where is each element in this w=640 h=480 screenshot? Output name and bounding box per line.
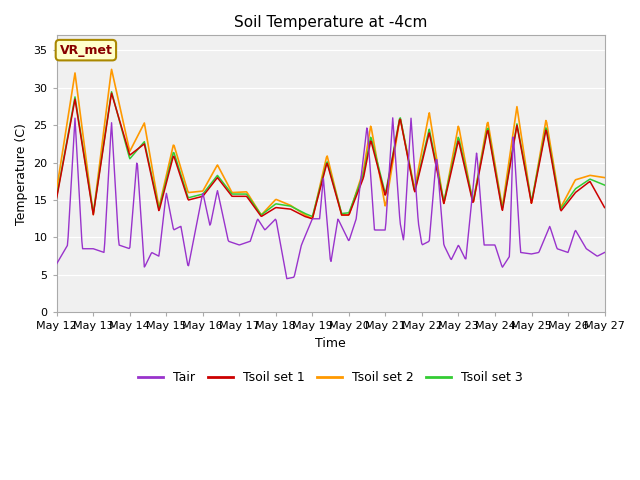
Line: Tsoil set 3: Tsoil set 3 bbox=[57, 92, 605, 216]
Tair bbox=[283, 276, 291, 282]
Tsoil set 3 bbox=[108, 89, 115, 95]
Tsoil set 3 bbox=[53, 193, 61, 199]
Tsoil set 3 bbox=[205, 184, 212, 190]
Y-axis label: Temperature (C): Temperature (C) bbox=[15, 123, 28, 225]
Tsoil set 1 bbox=[601, 204, 609, 210]
Line: Tsoil set 1: Tsoil set 1 bbox=[57, 93, 605, 219]
Tair bbox=[204, 212, 211, 217]
X-axis label: Time: Time bbox=[316, 337, 346, 350]
Tsoil set 3 bbox=[63, 139, 70, 145]
Tsoil set 2 bbox=[53, 186, 61, 192]
Tsoil set 3 bbox=[175, 167, 183, 173]
Tsoil set 2 bbox=[308, 216, 316, 221]
Tsoil set 1 bbox=[415, 173, 422, 179]
Tsoil set 1 bbox=[175, 170, 183, 176]
Tsoil set 1 bbox=[108, 90, 115, 96]
Tair bbox=[53, 261, 61, 266]
Line: Tsoil set 2: Tsoil set 2 bbox=[57, 70, 605, 218]
Tair bbox=[63, 244, 70, 250]
Tsoil set 2 bbox=[399, 128, 406, 133]
Tsoil set 3 bbox=[415, 171, 422, 177]
Tsoil set 1 bbox=[63, 141, 70, 147]
Tsoil set 1 bbox=[120, 132, 127, 138]
Tsoil set 1 bbox=[53, 195, 61, 201]
Tair bbox=[415, 222, 422, 228]
Tair bbox=[119, 243, 127, 249]
Tsoil set 3 bbox=[308, 214, 316, 219]
Tair bbox=[175, 225, 182, 230]
Tsoil set 3 bbox=[601, 182, 609, 188]
Tsoil set 2 bbox=[108, 67, 115, 72]
Tsoil set 3 bbox=[120, 134, 127, 140]
Tair bbox=[601, 250, 609, 255]
Tair bbox=[389, 115, 397, 121]
Line: Tair: Tair bbox=[57, 118, 605, 279]
Tsoil set 1 bbox=[308, 216, 316, 222]
Text: VR_met: VR_met bbox=[60, 44, 113, 57]
Title: Soil Temperature at -4cm: Soil Temperature at -4cm bbox=[234, 15, 428, 30]
Legend: Tair, Tsoil set 1, Tsoil set 2, Tsoil set 3: Tair, Tsoil set 1, Tsoil set 2, Tsoil se… bbox=[133, 366, 528, 389]
Tsoil set 2 bbox=[63, 123, 70, 129]
Tair bbox=[399, 233, 406, 239]
Tsoil set 2 bbox=[205, 178, 212, 184]
Tsoil set 2 bbox=[175, 160, 183, 166]
Tsoil set 1 bbox=[399, 128, 406, 134]
Tsoil set 2 bbox=[601, 175, 609, 180]
Tsoil set 3 bbox=[399, 127, 406, 132]
Tsoil set 1 bbox=[205, 186, 212, 192]
Tsoil set 2 bbox=[120, 121, 127, 127]
Tsoil set 2 bbox=[415, 165, 422, 171]
